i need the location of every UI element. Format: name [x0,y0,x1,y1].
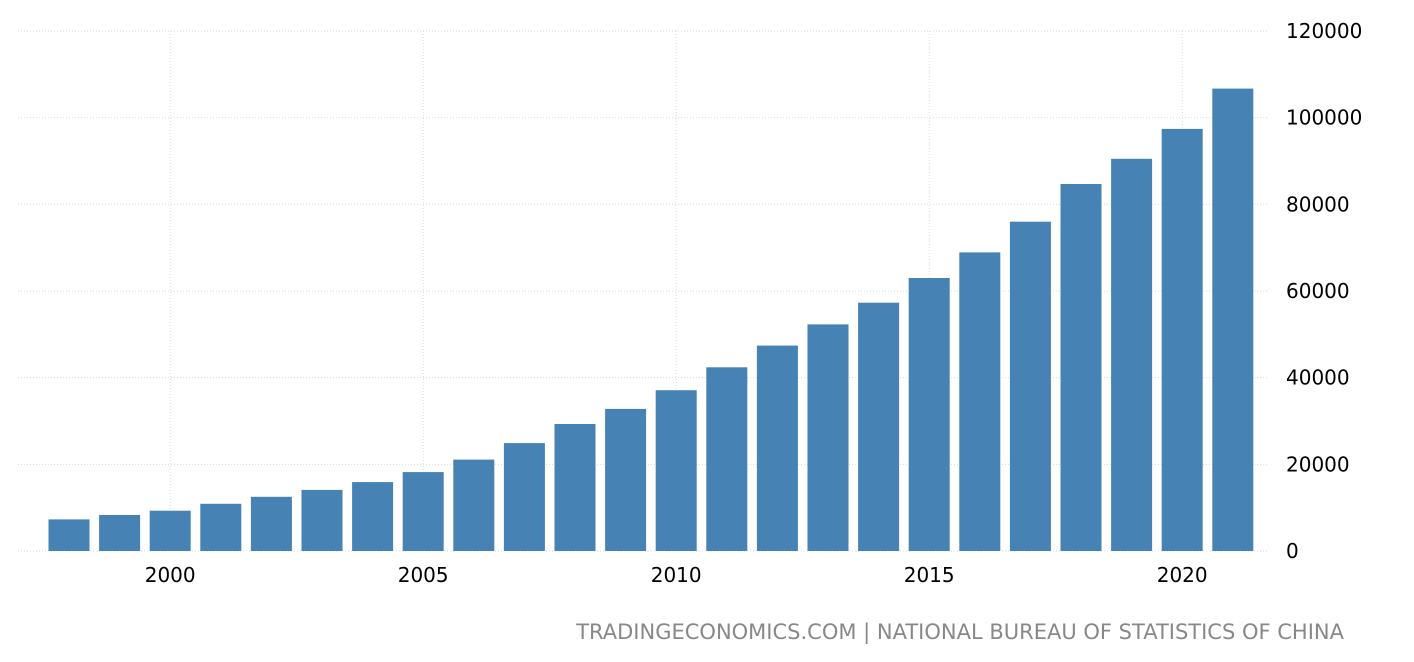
bars [48,88,1254,552]
x-tick-label: 2020 [1157,563,1208,587]
bar-1998 [48,519,90,551]
x-tick-label: 2015 [904,563,955,587]
bar-2010 [655,390,697,551]
y-tick-label: 40000 [1286,366,1350,390]
y-tick-label: 60000 [1286,279,1350,303]
bar-2015 [908,278,950,551]
x-tick-label: 2005 [398,563,449,587]
bar-2017 [1009,221,1051,551]
y-axis-tick-labels: 0 20000 40000 60000 80000 100000 120000 [1286,19,1362,563]
bar-2004 [352,482,394,551]
bar-2005 [402,472,444,551]
bar-2008 [554,424,596,551]
x-tick-label: 2000 [145,563,196,587]
bar-2014 [858,302,900,551]
bar-2003 [301,489,343,551]
y-tick-label: 0 [1286,539,1299,563]
bar-2000 [149,510,191,551]
y-tick-label: 120000 [1286,19,1362,43]
x-tick-label: 2010 [651,563,702,587]
bar-2002 [250,496,292,551]
y-tick-label: 80000 [1286,192,1350,216]
source-caption: TRADINGECONOMICS.COM | NATIONAL BUREAU O… [576,620,1344,644]
bar-2020 [1161,128,1203,551]
y-tick-label: 100000 [1286,106,1362,130]
x-axis-tick-labels: 2000 2005 2010 2015 2020 [145,563,1208,587]
bar-2012 [756,345,798,551]
bar-2021 [1212,88,1254,551]
bar-2013 [807,324,849,551]
bar-2001 [200,503,242,551]
bar-2016 [959,252,1001,551]
bar-2011 [706,367,748,551]
bar-2009 [605,408,647,551]
bar-1999 [99,515,141,551]
bar-2007 [503,443,545,551]
bar-2018 [1060,184,1102,551]
bar-2006 [453,459,495,551]
y-tick-label: 20000 [1286,452,1350,476]
bar-2019 [1111,158,1153,552]
